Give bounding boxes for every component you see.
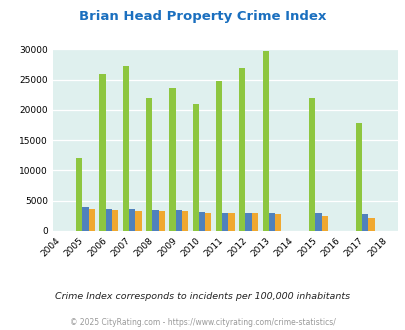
Bar (181, 211, 188, 231)
Bar (205, 213, 211, 231)
Bar (222, 213, 228, 231)
Bar (192, 104, 198, 231)
Text: Crime Index corresponds to incidents per 100,000 inhabitants: Crime Index corresponds to incidents per… (55, 292, 350, 301)
Bar (367, 218, 374, 231)
Bar (251, 213, 258, 231)
Bar (198, 212, 205, 231)
Bar (315, 213, 321, 231)
Bar (135, 211, 141, 231)
Bar (245, 213, 251, 231)
Text: Brian Head Property Crime Index: Brian Head Property Crime Index (79, 10, 326, 23)
Bar (169, 87, 175, 231)
Bar (88, 209, 95, 231)
Bar (76, 158, 82, 231)
Bar (129, 209, 135, 231)
Bar (215, 81, 222, 231)
Text: © 2025 CityRating.com - https://www.cityrating.com/crime-statistics/: © 2025 CityRating.com - https://www.city… (70, 318, 335, 327)
Bar (99, 74, 105, 231)
Bar (82, 207, 88, 231)
Bar (122, 66, 129, 231)
Bar (268, 213, 275, 231)
Bar (355, 123, 361, 231)
Bar (175, 211, 181, 231)
Bar (262, 51, 268, 231)
Bar (239, 68, 245, 231)
Bar (112, 211, 118, 231)
Bar (361, 214, 367, 231)
Bar (228, 213, 234, 231)
Bar (321, 216, 327, 231)
Bar (152, 210, 158, 231)
Bar (275, 214, 281, 231)
Bar (308, 98, 315, 231)
Bar (105, 209, 112, 231)
Bar (158, 211, 164, 231)
Bar (145, 98, 152, 231)
